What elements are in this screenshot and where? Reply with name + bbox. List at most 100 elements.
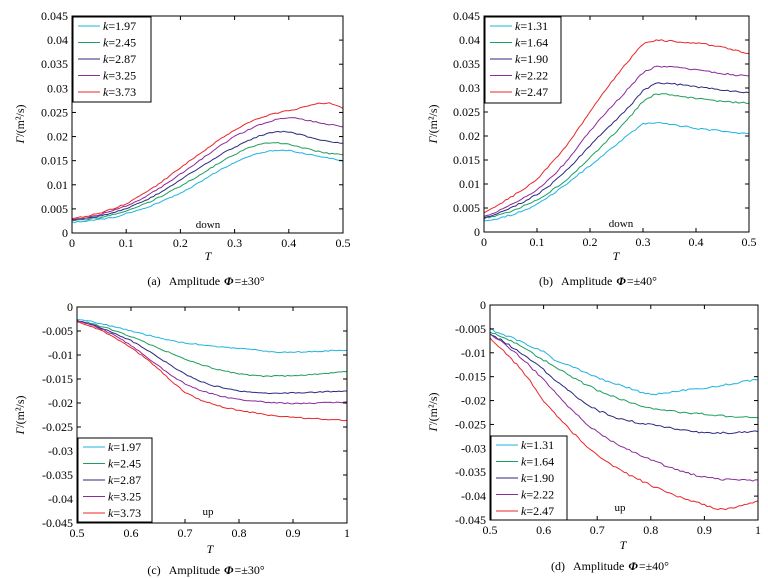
y-tick-label: -0.005 [455,322,486,336]
x-tick-label: 0.4 [281,236,296,250]
series-line-k-2-47 [484,39,749,214]
y-tick-label: 0.035 [41,57,68,71]
y-tick-label: 0 [480,298,486,312]
caption-text: Amplitude [169,274,220,288]
legend-label: k=2.87 [103,52,136,66]
legend-label: k=2.47 [521,504,554,518]
legend-label: k=1.90 [515,52,548,66]
y-tick-label: 0.035 [453,57,480,71]
y-tick-label: 0.005 [453,201,480,215]
legend: k=1.97 k=2.45 k=2.87 k=3.25 k=3.73 [77,437,153,523]
plot-frame [489,304,759,521]
plot-frame [71,15,344,234]
x-tick-label: 0.5 [336,236,351,250]
plot-frame [483,15,750,233]
y-tick-label: 0 [62,226,68,240]
series-line-k-3-73 [77,321,347,422]
subplot-d: 0 -0.005 -0.01 -0.015 -0.02 -0.025 -0.03 -0.035… [426,298,761,573]
y-tick-label: 0.02 [47,130,68,144]
y-tick-label: 0 [474,225,480,239]
x-tick-label: 0.4 [689,235,704,249]
x-tick-label: 0.5 [742,235,757,249]
caption-symbol: Φ [628,559,638,573]
caption: (d) Amplitude Φ=±40° [551,559,669,573]
legend-label: k=1.64 [515,36,548,50]
x-tick-label: 0.9 [697,523,712,537]
series-line-k-3-25 [72,117,343,220]
legend-label: k=3.73 [108,506,141,520]
y-tick-label: 0.005 [41,202,68,216]
series-line-k-2-22 [484,65,749,217]
legend: k=1.31 k=1.64 k=1.90 k=2.22 k=2.47 [490,435,568,521]
series-group [77,319,347,422]
legend-label: k=3.25 [103,69,136,83]
plot-frame [76,306,348,524]
legend-label: k=3.25 [108,490,141,504]
x-tick-label: 0.9 [286,526,301,540]
series-line-k-1-64 [484,93,749,220]
x-tick-label: 0.2 [173,236,188,250]
y-tick-label: 0.025 [41,105,68,119]
x-axis-label: T [620,538,628,552]
legend-box [484,16,562,104]
caption-label: (d) [551,559,565,573]
y-tick-label: -0.04 [48,492,73,506]
legend-label: k=1.90 [521,471,554,485]
x-axis-label: T [205,249,213,263]
y-tick-label: 0.04 [459,33,480,47]
subplot-b: 0 0.005 0.01 0.015 0.02 0.025 0.03 0.035 0.04 0.0… [426,9,757,288]
x-axis-label: T [207,542,215,556]
series-group [484,39,749,222]
y-tick-label: 0.025 [453,105,480,119]
caption: (a) Amplitude Φ=±30° [147,274,264,288]
series-group [72,102,343,224]
x-tick-label: 0.7 [178,526,193,540]
y-tick-label: -0.01 [48,348,73,362]
caption-value: =±40° [627,274,657,288]
series-line-k-2-22 [490,333,758,482]
caption-label: (b) [539,274,553,288]
y-tick-label: -0.005 [42,324,73,338]
series-line-k-1-64 [490,331,758,419]
x-tick-label: 0.8 [643,523,658,537]
series-group [490,327,758,511]
series-line-k-3-25 [77,319,347,405]
caption-text: Amplitude [169,563,220,577]
annotation-label: down [609,218,634,230]
legend-label: k=1.31 [521,438,554,452]
series-line-k-2-87 [72,130,343,221]
caption: (b) Amplitude Φ=±40° [539,274,657,288]
y-tick-label: 0.03 [47,81,68,95]
x-tick-label: 0.6 [124,526,139,540]
annotation-label: down [196,219,221,231]
x-tick-label: 0.1 [530,235,545,249]
series-line-k-1-90 [490,333,758,435]
x-tick-label: 0.7 [590,523,605,537]
legend-label: k=2.45 [108,457,141,471]
y-tick-label: 0.015 [41,154,68,168]
annotation-label: up [203,506,215,518]
legend: k=1.97 k=2.45 k=2.87 k=3.25 k=3.73 [72,16,152,103]
series-line-k-1-97 [77,319,347,354]
y-tick-label: -0.02 [48,396,73,410]
x-tick-label: 0.5 [483,523,498,537]
legend-label: k=3.73 [103,85,136,99]
y-tick-label: -0.035 [42,468,73,482]
legend-box [490,435,568,521]
caption: (c) Amplitude Φ=±30° [147,563,264,577]
caption-value: =±30° [234,274,264,288]
legend-label: k=1.97 [108,440,141,454]
y-tick-label: -0.045 [455,513,486,527]
y-tick-label: -0.03 [461,441,486,455]
legend-label: k=1.97 [103,19,136,33]
y-tick-label: 0.04 [47,33,68,47]
y-tick-label: -0.025 [455,417,486,431]
y-tick-label: -0.045 [42,516,73,530]
series-line-k-1-90 [484,82,749,219]
y-tick-label: -0.03 [48,444,73,458]
y-tick-label: -0.035 [455,465,486,479]
y-axis-label: Γ/(m²/s) [426,104,440,144]
series-line-k-2-87 [77,319,347,395]
legend-label: k=1.31 [515,19,548,33]
caption-value: =±40° [639,559,669,573]
